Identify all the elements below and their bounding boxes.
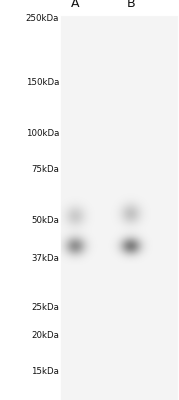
Text: 15kDa: 15kDa — [31, 368, 59, 376]
Text: 250kDa: 250kDa — [26, 14, 59, 23]
Text: 150kDa: 150kDa — [26, 78, 59, 87]
Text: 100kDa: 100kDa — [26, 129, 59, 138]
Text: A: A — [71, 0, 79, 10]
Text: 75kDa: 75kDa — [31, 165, 59, 174]
Text: 37kDa: 37kDa — [31, 254, 59, 263]
Text: 25kDa: 25kDa — [31, 303, 59, 312]
Text: 20kDa: 20kDa — [31, 331, 59, 340]
Text: B: B — [126, 0, 135, 10]
Text: 50kDa: 50kDa — [31, 216, 59, 225]
